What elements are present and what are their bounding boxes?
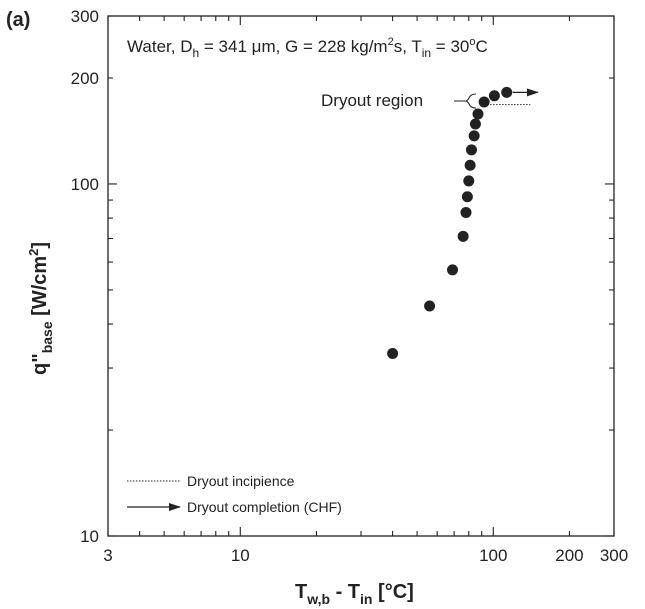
x-tick-label: 10 [231, 546, 250, 565]
data-point [465, 144, 477, 156]
x-tick-label: 200 [555, 546, 583, 565]
data-point [468, 130, 480, 142]
axis-ticks [107, 15, 615, 537]
y-tick-labels: 10 100 200 300 [71, 7, 99, 546]
x-tick-labels: 3 10 100 200 300 [103, 546, 628, 565]
y-tick-label: 100 [71, 175, 99, 194]
legend-incipience-label: Dryout incipience [187, 473, 295, 489]
legend-chf-label: Dryout completion (CHF) [187, 499, 342, 515]
condition-annotation: Water, Dh = 341 μm, G = 228 kg/m2s, Tin … [127, 36, 488, 60]
x-axis-title: Tw,b - Tin [°C] [295, 581, 414, 607]
data-point [387, 347, 399, 359]
data-point [488, 90, 500, 102]
data-point [447, 264, 459, 276]
y-tick-label: 300 [71, 7, 99, 26]
data-point [501, 86, 513, 98]
data-point [472, 108, 484, 120]
y-tick-label: 10 [80, 527, 99, 546]
data-point [460, 206, 472, 218]
data-point [478, 96, 490, 108]
data-points [387, 86, 513, 359]
x-tick-label: 300 [600, 546, 628, 565]
data-point [461, 191, 473, 203]
data-point [469, 118, 481, 130]
data-point [424, 300, 436, 312]
data-point [464, 159, 476, 171]
data-point [463, 175, 475, 187]
legend: Dryout incipience Dryout completion (CHF… [127, 473, 342, 515]
dryout-region-label: Dryout region [321, 91, 423, 110]
x-tick-label: 100 [479, 546, 507, 565]
panel-label: (a) [6, 9, 30, 31]
x-tick-label: 3 [103, 546, 112, 565]
y-tick-label: 200 [71, 69, 99, 88]
y-axis-title: q"base [W/cm2] [26, 242, 55, 375]
dryout-region-brace [454, 93, 477, 109]
data-point [457, 230, 469, 242]
